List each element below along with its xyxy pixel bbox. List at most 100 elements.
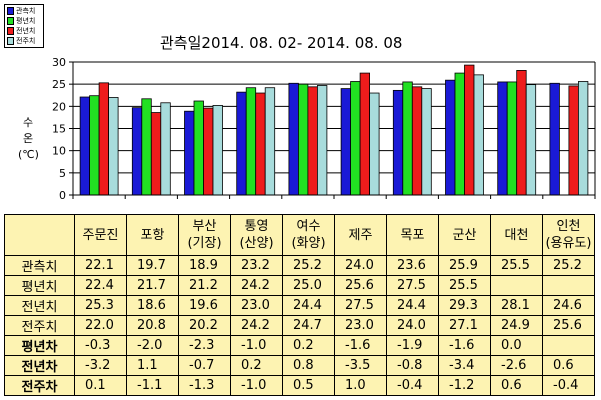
- row-label: 전주차: [4, 375, 75, 396]
- table-cell: [490, 275, 543, 296]
- table-cell: 18.6: [126, 295, 179, 316]
- table-cell: 23.2: [230, 255, 283, 276]
- table-cell: [542, 335, 595, 356]
- bar: [525, 84, 537, 196]
- bar: [203, 107, 214, 196]
- table-cell: 24.4: [386, 295, 439, 316]
- table-cell: 24.9: [490, 315, 543, 336]
- table-cell: 19.7: [126, 255, 179, 276]
- table-cell: -1.1: [126, 375, 179, 396]
- bar: [402, 81, 413, 196]
- bar-chart: 0 5 10 15 20 25 30: [52, 56, 596, 202]
- y-axis-label-line: 온: [22, 132, 34, 145]
- table-cell: 0.1: [74, 375, 127, 396]
- station-header: 제주: [334, 214, 387, 256]
- table-cell: 28.1: [490, 295, 543, 316]
- table-cell: 21.2: [178, 275, 231, 296]
- table-cell: -0.3: [74, 335, 127, 356]
- table-cell: 27.5: [386, 275, 439, 296]
- row-label: 관측치: [4, 255, 75, 276]
- table-cell: 0.5: [282, 375, 335, 396]
- table-cell: 24.4: [282, 295, 335, 316]
- table-cell: 25.6: [334, 275, 387, 296]
- table-cell: 25.6: [542, 315, 595, 336]
- row-label: 평년차: [4, 335, 75, 356]
- table-cell: -0.4: [386, 375, 439, 396]
- y-axis-label-line: (℃): [18, 148, 39, 161]
- table-cell: -1.0: [230, 335, 283, 356]
- table-cell: 22.4: [74, 275, 127, 296]
- table-cell: -1.3: [178, 375, 231, 396]
- chart-title: 관측일2014. 08. 02- 2014. 08. 08: [160, 34, 403, 52]
- bar: [421, 88, 432, 196]
- legend-label: 전년치: [16, 27, 36, 35]
- bar: [193, 100, 204, 196]
- table-cell: 24.2: [230, 315, 283, 336]
- table-cell: 27.1: [438, 315, 491, 336]
- table-corner-cell: [4, 214, 75, 256]
- table-cell: [542, 275, 595, 296]
- table-cell: -3.2: [74, 355, 127, 376]
- table-cell: -1.6: [438, 335, 491, 356]
- bar: [568, 85, 579, 196]
- legend-item: 관측치: [7, 6, 41, 16]
- table-cell: 25.9: [438, 255, 491, 276]
- row-label: 전주치: [4, 315, 75, 336]
- table-cell: -3.4: [438, 355, 491, 376]
- table-cell: 0.6: [542, 355, 595, 376]
- table-cell: 0.0: [490, 335, 543, 356]
- bar: [236, 91, 247, 196]
- table-cell: 19.6: [178, 295, 231, 316]
- station-header: 통영 (산양): [230, 214, 283, 256]
- row-label: 전년차: [4, 355, 75, 376]
- bar: [79, 96, 90, 196]
- bar: [497, 81, 508, 196]
- y-axis-label: 수 온 (℃): [18, 115, 39, 163]
- station-header: 주문진: [74, 214, 127, 256]
- station-header: 포항: [126, 214, 179, 256]
- table-cell: 20.2: [178, 315, 231, 336]
- table-cell: 1.0: [334, 375, 387, 396]
- bar: [288, 82, 299, 196]
- bar: [98, 82, 109, 196]
- bar: [89, 95, 100, 196]
- bar: [392, 89, 404, 196]
- y-tick-label: 20: [52, 100, 66, 113]
- table-row: 전주차 0.1 -1.1 -1.3 -1.0 0.5 1.0 -0.4 -1.2 0.6 -0.4: [4, 375, 595, 396]
- table-cell: 24.2: [230, 275, 283, 296]
- legend-item: 전년치: [7, 26, 41, 36]
- bar: [516, 70, 527, 196]
- table-cell: 25.0: [282, 275, 335, 296]
- legend-label: 전주치: [16, 37, 36, 45]
- table-cell: 18.9: [178, 255, 231, 276]
- station-header: 군산: [438, 214, 491, 256]
- table-cell: 1.1: [126, 355, 179, 376]
- table-row: 평년치 22.4 21.7 21.2 24.2 25.0 25.6 27.5 25.5: [4, 275, 595, 296]
- bar: [578, 81, 589, 196]
- table-cell: 25.2: [542, 255, 595, 276]
- bar: [316, 85, 328, 196]
- table-cell: -3.5: [334, 355, 387, 376]
- table-header-row: 주문진 포항 부산 (기장) 통영 (산양) 여수 (화양) 제주 목포 군산 대천 인천 (용유…: [4, 214, 595, 256]
- data-table: 주문진 포항 부산 (기장) 통영 (산양) 여수 (화양) 제주 목포 군산 대천 인천 (용유…: [4, 214, 595, 396]
- legend-swatch: [7, 37, 14, 45]
- bar: [340, 88, 352, 196]
- bar: [506, 81, 518, 196]
- table-cell: 0.6: [490, 375, 543, 396]
- table-cell: 29.3: [438, 295, 491, 316]
- legend-swatch: [7, 17, 14, 25]
- table-cell: -2.3: [178, 335, 231, 356]
- y-tick-label: 25: [52, 78, 66, 91]
- table-row: 평년차 -0.3 -2.0 -2.3 -1.0 0.2 -1.6 -1.9 -1.6 0.0: [4, 335, 595, 356]
- station-header: 대천: [490, 214, 543, 256]
- bar: [160, 102, 171, 196]
- y-tick-label: 10: [52, 145, 66, 158]
- table-cell: 23.6: [386, 255, 439, 276]
- table-cell: -2.0: [126, 335, 179, 356]
- bar: [454, 72, 465, 196]
- row-label: 평년치: [4, 275, 75, 296]
- table-cell: 20.8: [126, 315, 179, 336]
- table-cell: 23.0: [334, 315, 387, 336]
- table-cell: 25.3: [74, 295, 127, 316]
- table-cell: 0.2: [282, 335, 335, 356]
